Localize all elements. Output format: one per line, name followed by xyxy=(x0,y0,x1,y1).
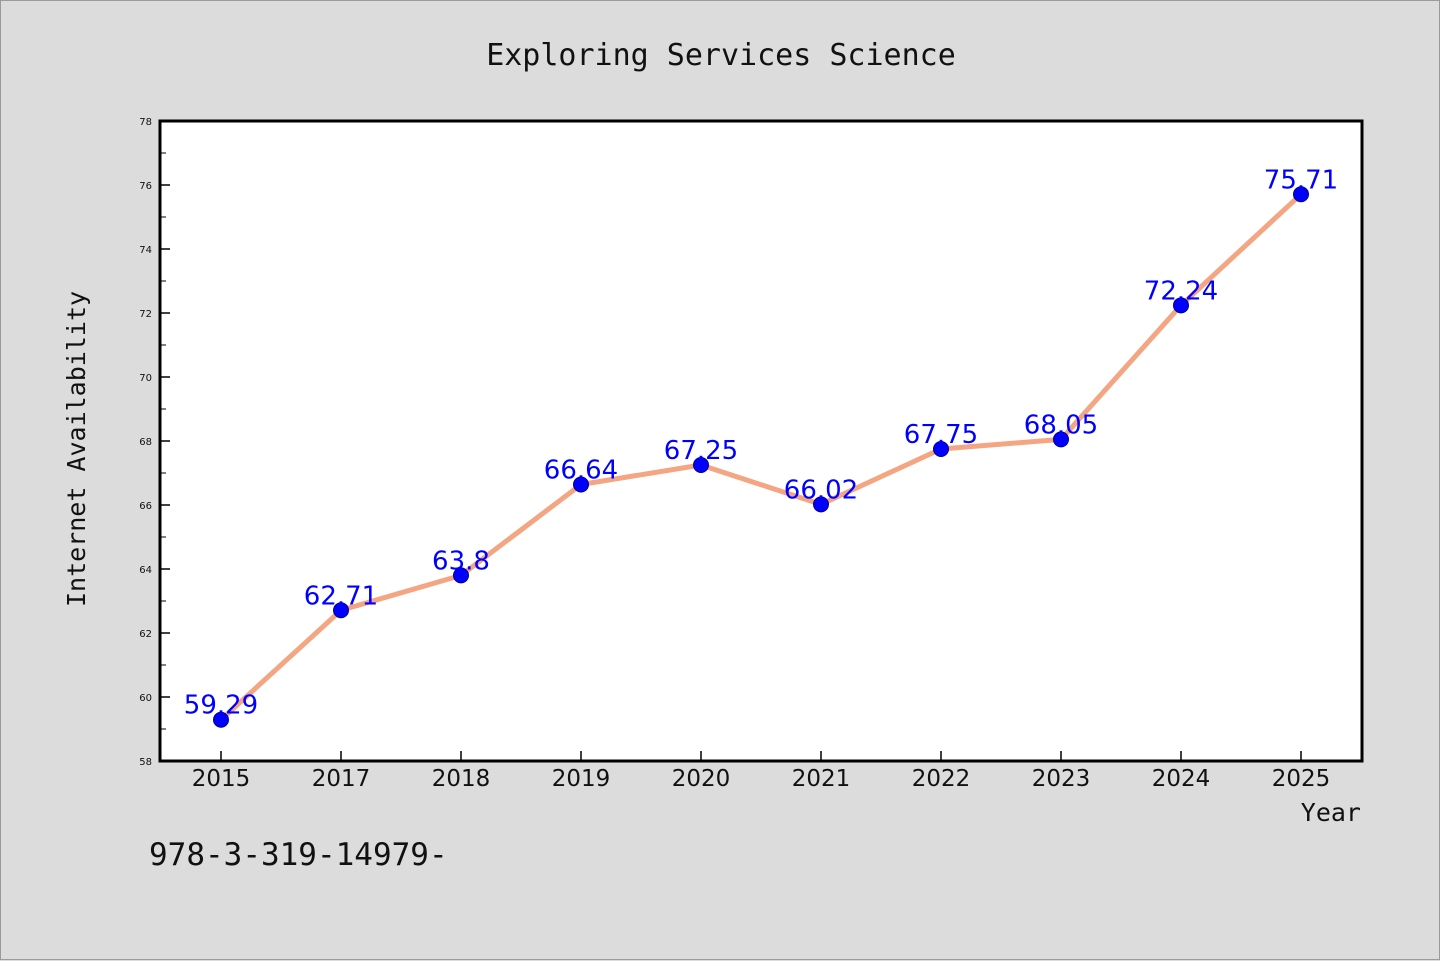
data-label: 68.05 xyxy=(1024,410,1098,440)
x-tick-label: 2025 xyxy=(1272,766,1331,792)
data-point xyxy=(573,476,589,493)
x-tick-label: 2022 xyxy=(912,766,971,792)
data-point xyxy=(1173,297,1189,314)
y-tick-label: 62 xyxy=(139,629,152,640)
data-point xyxy=(693,457,709,473)
x-axis-label: Year xyxy=(1301,798,1361,827)
x-tick-label: 2020 xyxy=(672,766,731,792)
data-point xyxy=(933,441,949,457)
data-label: 63.8 xyxy=(432,546,490,576)
y-tick-label: 70 xyxy=(139,373,152,384)
data-label: 72.24 xyxy=(1144,276,1218,306)
x-tick-label: 2019 xyxy=(552,766,611,792)
data-point xyxy=(1293,186,1309,203)
data-label: 66.02 xyxy=(784,475,858,505)
x-axis: 2015 2017 2018 2019 2020 2021 2022 2023 2024 2025 xyxy=(192,751,1331,792)
x-tick-label: 2017 xyxy=(312,766,371,792)
data-label: 67.75 xyxy=(904,420,978,450)
data-label: 66.64 xyxy=(544,456,618,486)
data-point xyxy=(333,602,349,619)
data-label: 75.71 xyxy=(1264,165,1338,195)
series-line xyxy=(219,192,1303,722)
y-tick-label: 64 xyxy=(139,565,152,576)
plot-area xyxy=(158,119,1364,763)
data-markers xyxy=(213,186,1309,728)
data-point xyxy=(453,567,469,584)
data-point xyxy=(213,711,229,728)
data-labels: 59.29 62.71 63.8 66.64 67.25 66.02 67.75 68.05 7… xyxy=(184,165,1338,720)
data-point xyxy=(1053,431,1069,448)
y-tick-label: 74 xyxy=(139,245,152,256)
data-label: 59.29 xyxy=(184,691,258,721)
data-label: 67.25 xyxy=(664,436,738,466)
x-tick-label: 2015 xyxy=(192,766,251,792)
x-tick-label: 2018 xyxy=(432,766,491,792)
y-axis: 58 60 62 64 66 68 70 72 74 76 78 xyxy=(139,117,170,768)
chart-title: Exploring Services Science xyxy=(486,38,956,73)
footer-text: 978-3-319-14979- xyxy=(149,837,448,873)
y-axis-label: Internet Availability xyxy=(62,291,91,607)
x-tick-label: 2021 xyxy=(792,766,851,792)
x-tick-label: 2024 xyxy=(1152,766,1211,792)
y-tick-label: 78 xyxy=(139,117,152,128)
x-tick-label: 2023 xyxy=(1032,766,1091,792)
y-tick-label: 68 xyxy=(139,437,152,448)
y-tick-label: 76 xyxy=(139,181,152,192)
data-point xyxy=(813,496,829,513)
data-label: 62.71 xyxy=(304,581,378,611)
y-tick-label: 72 xyxy=(139,309,152,320)
y-tick-label: 60 xyxy=(139,693,152,704)
y-tick-label: 66 xyxy=(139,501,152,512)
y-tick-label: 58 xyxy=(139,757,152,768)
